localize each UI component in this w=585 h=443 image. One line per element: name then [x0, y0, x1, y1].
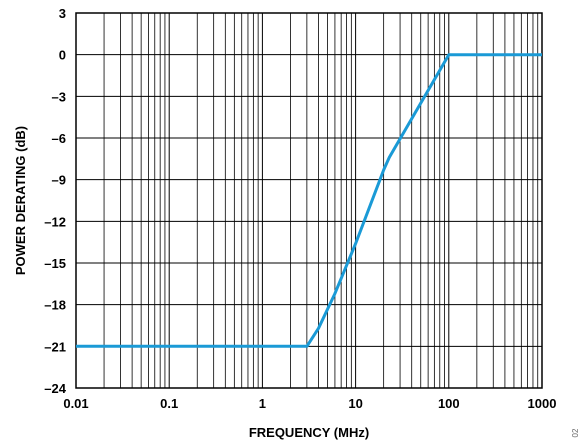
x-tick-label: 0.01	[63, 396, 88, 411]
grid-lines	[75, 12, 542, 389]
tick-labels: 0.01 0.1 1 10 100 1000 3 0 –3 –6 –9 –12 –15 –18 –21 –24	[44, 6, 556, 411]
y-tick-label: 3	[59, 6, 66, 21]
x-tick-label: 10	[348, 396, 362, 411]
series-line	[76, 53, 542, 348]
x-tick-label: 1000	[528, 396, 557, 411]
y-tick-label: –9	[52, 173, 66, 188]
figure-code: 02	[571, 428, 580, 437]
x-tick-label: 0.1	[160, 396, 178, 411]
y-tick-label: 0	[59, 48, 66, 63]
plot-frame	[75, 12, 543, 389]
y-tick-label: –12	[44, 214, 66, 229]
y-axis-title: POWER DERATING (dB)	[13, 126, 28, 275]
series-layer	[76, 53, 542, 348]
x-axis-title: FREQUENCY (MHz)	[249, 425, 369, 440]
x-tick-label: 1	[259, 396, 266, 411]
x-tick-label: 100	[438, 396, 460, 411]
y-tick-label: –24	[44, 381, 66, 396]
y-tick-label: –18	[44, 298, 66, 313]
y-tick-label: –21	[44, 339, 66, 354]
y-tick-label: –6	[52, 131, 66, 146]
y-tick-label: –15	[44, 256, 66, 271]
y-tick-label: –3	[52, 89, 66, 104]
